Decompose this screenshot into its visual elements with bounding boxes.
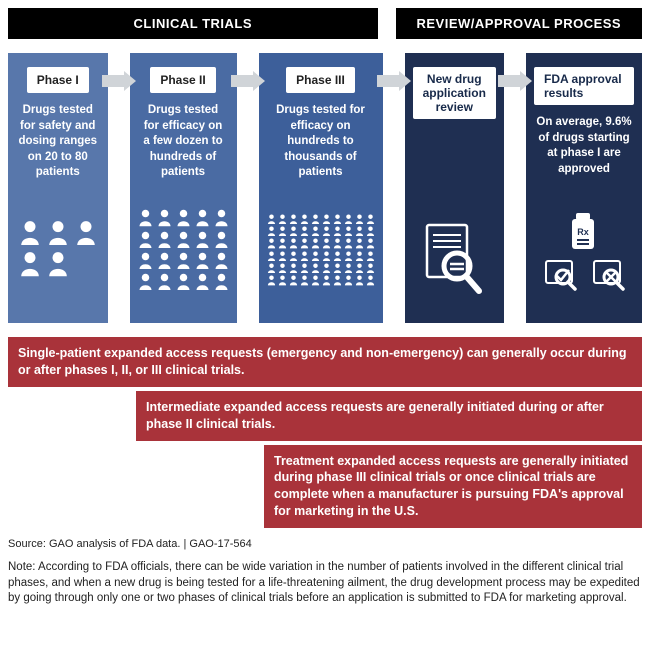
red-box-1: Single-patient expanded access requests … [8,337,642,387]
panel-review-1: New drug application review [405,53,505,323]
review2-icons: Rx [534,195,634,313]
review2-text: On average, 9.6% of drugs starting at ph… [534,115,634,189]
phase2-text: Drugs tested for efficacy on a few dozen… [138,103,229,181]
phase1-people [16,187,100,313]
red-callouts: Single-patient expanded access requests … [8,337,642,528]
red-box-2: Intermediate expanded access requests ar… [136,391,642,441]
phase1-label: Phase I [27,67,89,93]
panel-phase-1: Phase I Drugs tested for safety and dosi… [8,53,108,323]
phase1-text: Drugs tested for safety and dosing range… [16,103,100,181]
arrow-3 [383,53,405,323]
note-text: Note: According to FDA officials, there … [8,560,642,607]
phase3-text: Drugs tested for efficacy on hundreds to… [267,103,375,181]
document-magnifier-icon [419,221,489,301]
panel-review-2: FDA approval results On average, 9.6% of… [526,53,642,323]
panels-row: Phase I Drugs tested for safety and dosi… [8,53,642,323]
arrow-1 [108,53,130,323]
phase3-people [267,187,375,313]
phase2-label: Phase II [150,67,215,93]
panel-phase-2: Phase II Drugs tested for efficacy on a … [130,53,237,323]
review1-spacer [452,129,456,203]
header-review: REVIEW/APPROVAL PROCESS [396,8,642,39]
phase2-people [138,187,229,313]
review2-label: FDA approval results [534,67,634,105]
panel-phase-3: Phase III Drugs tested for efficacy on h… [259,53,383,323]
header-clinical: CLINICAL TRIALS [8,8,378,39]
red-box-3: Treatment expanded access requests are g… [264,445,642,529]
review1-icon [413,209,497,313]
arrow-4 [504,53,526,323]
source-line: Source: GAO analysis of FDA data. | GAO-… [8,538,642,550]
review1-label: New drug application review [413,67,497,119]
phase3-label: Phase III [286,67,355,93]
arrow-2 [237,53,259,323]
section-headers: CLINICAL TRIALS REVIEW/APPROVAL PROCESS [8,8,642,39]
svg-text:Rx: Rx [577,227,589,237]
approval-results-icon: Rx [534,209,634,299]
